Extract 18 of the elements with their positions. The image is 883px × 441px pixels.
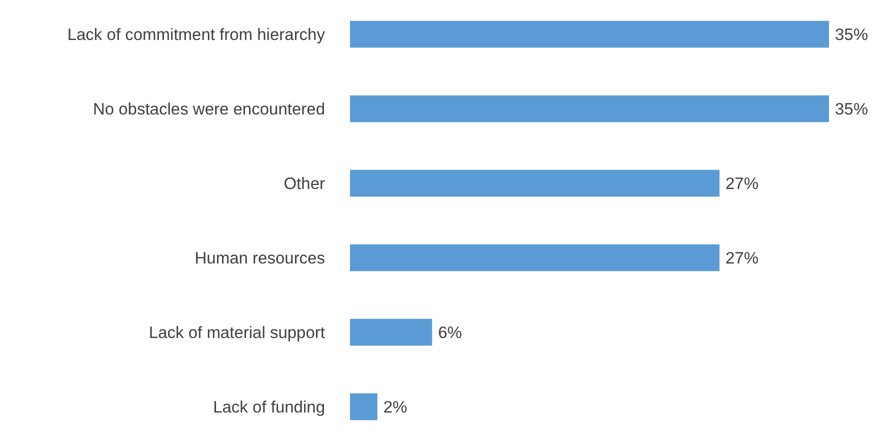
bar <box>350 318 432 346</box>
bar <box>350 244 720 272</box>
y-tick-label: Lack of funding <box>213 398 325 417</box>
data-label: 27% <box>726 175 759 194</box>
data-label: 2% <box>383 398 408 417</box>
y-tick-label: Lack of material support <box>148 324 326 342</box>
data-label: 27% <box>726 250 759 268</box>
data-label: 6% <box>438 324 462 342</box>
y-tick-label: Other <box>284 175 326 194</box>
bar <box>350 393 378 420</box>
y-tick-label: No obstacles were encountered <box>92 100 325 119</box>
bar <box>350 95 829 122</box>
bar <box>350 20 829 48</box>
data-label: 35% <box>835 26 868 44</box>
bar <box>350 170 720 197</box>
y-tick-label: Human resources <box>194 250 325 268</box>
y-tick-label: Lack of commitment from hierarchy <box>67 26 326 44</box>
data-label: 35% <box>835 100 868 119</box>
